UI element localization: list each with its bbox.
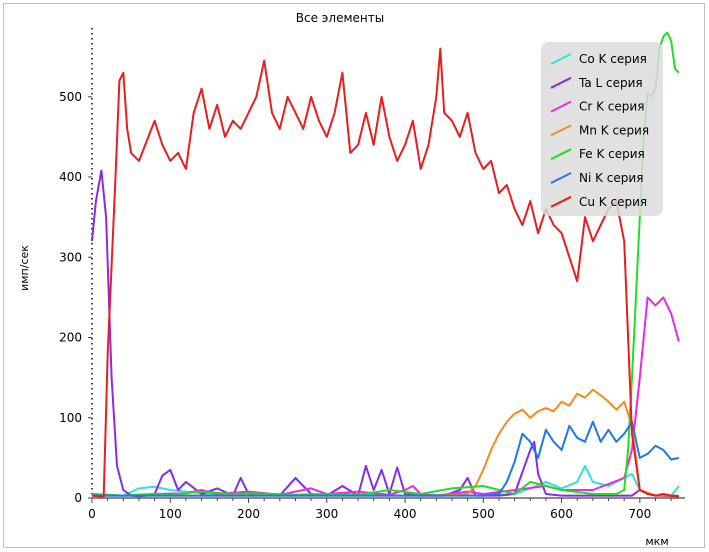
y-tick-label: 500 (59, 90, 82, 104)
legend: Co K серия Ta L серия Cr K серия Mn K серия… (541, 42, 663, 216)
legend-label: Ta L серия (578, 76, 643, 90)
series-line-2 (91, 296, 680, 497)
x-tick-label: 300 (315, 507, 338, 521)
legend-label: Mn K серия (579, 123, 649, 137)
legend-swatch (550, 148, 572, 161)
y-tick-label: 0 (74, 491, 82, 505)
y-tick-label: 100 (59, 411, 82, 425)
x-tick-label: 600 (550, 507, 573, 521)
legend-label: Ni K серия (579, 171, 643, 185)
series-line-5 (92, 420, 680, 497)
axes: 0 100 200 300 400 500 600 700 0 100 200 300 400 500 (59, 28, 685, 521)
x-tick-label: 200 (237, 507, 260, 521)
legend-label: Co K серия (579, 52, 647, 66)
x-axis-title: мкм (645, 535, 668, 548)
legend-background (541, 42, 663, 216)
series-line-1 (91, 169, 679, 498)
x-tick-label: 500 (472, 507, 495, 521)
x-tick-label: 0 (88, 507, 96, 521)
x-tick-label: 400 (394, 507, 417, 521)
x-tick-label: 700 (628, 507, 651, 521)
legend-swatch (550, 172, 572, 184)
legend-label: Cr K серия (579, 100, 644, 114)
chart-title: Все элементы (296, 11, 384, 25)
plot-area (91, 31, 680, 498)
legend-swatch (550, 195, 572, 208)
y-tick-label: 300 (59, 250, 82, 264)
legend-swatch (550, 124, 572, 137)
legend-swatch (550, 53, 572, 65)
x-tick-label: 100 (159, 507, 182, 521)
y-tick-label: 400 (59, 170, 82, 184)
legend-label: Fe K серия (579, 147, 645, 161)
legend-swatch (550, 100, 572, 113)
y-axis-title: имп/сек (18, 245, 31, 291)
series-line-3 (92, 388, 679, 497)
series-line-6 (91, 47, 680, 498)
legend-label: Cu K серия (579, 195, 647, 209)
legend-swatch (550, 76, 572, 89)
y-tick-label: 200 (59, 331, 82, 345)
